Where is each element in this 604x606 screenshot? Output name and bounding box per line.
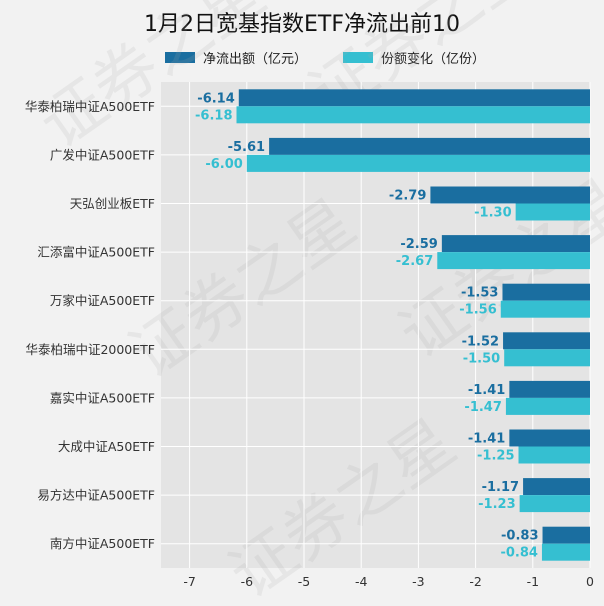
bar-series-2 — [518, 446, 590, 464]
data-label-series-2: -1.47 — [464, 400, 501, 415]
data-label-series-2: -1.56 — [459, 303, 496, 318]
category-label: 大成中证A50ETF — [58, 439, 155, 454]
bar-series-1 — [269, 137, 590, 155]
category-label: 华泰柏瑞中证2000ETF — [25, 342, 155, 357]
x-tick-label: -3 — [412, 574, 424, 589]
data-label-series-1: -1.41 — [468, 432, 505, 447]
data-label-series-2: -1.30 — [474, 206, 511, 221]
bar-series-2 — [500, 300, 590, 318]
data-label-series-1: -2.79 — [389, 189, 426, 204]
category-label: 南方中证A500ETF — [50, 536, 155, 551]
data-label-series-2: -0.84 — [500, 546, 537, 561]
x-tick-label: -7 — [183, 574, 195, 589]
data-label-series-1: -6.14 — [197, 91, 234, 106]
data-label-series-1: -5.61 — [228, 140, 265, 155]
data-label-series-2: -1.50 — [463, 351, 500, 366]
bar-series-2 — [437, 252, 590, 270]
data-label-series-1: -1.52 — [462, 334, 499, 349]
legend-label-series-1: 净流出额（亿元） — [203, 51, 308, 67]
data-label-series-2: -2.67 — [396, 254, 433, 269]
x-tick-label: -6 — [241, 574, 254, 589]
x-tick-label: -5 — [298, 574, 310, 589]
data-label-series-2: -1.23 — [478, 497, 515, 512]
bar-series-1 — [430, 186, 590, 204]
bar-series-2 — [504, 349, 590, 367]
category-label: 汇添富中证A500ETF — [37, 245, 155, 260]
chart-title: 1月2日宽基指数ETF净流出前10 — [144, 12, 460, 37]
bar-series-1 — [509, 429, 590, 447]
bar-series-1 — [503, 332, 590, 350]
data-label-series-1: -0.83 — [501, 529, 538, 544]
bar-series-1 — [542, 526, 590, 544]
category-label: 天弘创业板ETF — [70, 196, 155, 211]
data-label-series-2: -6.18 — [195, 108, 232, 123]
x-tick-label: -2 — [469, 574, 481, 589]
data-label-series-2: -6.00 — [205, 157, 242, 172]
legend: 净流出额（亿元） 份额变化（亿份） — [165, 48, 521, 67]
legend-item-series-2: 份额变化（亿份） — [343, 48, 485, 67]
data-label-series-2: -1.25 — [477, 449, 514, 464]
x-tick-label: 0 — [586, 574, 594, 589]
bar-series-2 — [515, 203, 590, 221]
bar-series-1 — [509, 380, 590, 398]
legend-item-series-1: 净流出额（亿元） — [165, 48, 307, 67]
category-label: 嘉实中证A500ETF — [50, 390, 155, 405]
bar-series-1 — [523, 478, 590, 496]
bar-series-1 — [441, 235, 590, 253]
category-label: 广发中证A500ETF — [50, 147, 155, 162]
data-label-series-1: -1.17 — [482, 480, 519, 495]
data-label-series-1: -2.59 — [400, 237, 437, 252]
data-label-series-1: -1.53 — [461, 286, 498, 301]
legend-swatch-series-2 — [343, 51, 374, 63]
bar-series-1 — [238, 89, 591, 107]
x-tick-label: -4 — [355, 574, 368, 589]
data-label-series-1: -1.41 — [468, 383, 505, 398]
bar-series-2 — [236, 106, 590, 124]
bar-series-2 — [541, 543, 590, 561]
x-tick-label: -1 — [527, 574, 539, 589]
bar-series-2 — [519, 495, 590, 513]
bar-series-2 — [505, 397, 590, 415]
bar-series-1 — [502, 283, 590, 301]
category-label: 万家中证A500ETF — [50, 293, 155, 308]
legend-swatch-series-1 — [165, 51, 195, 63]
bar-series-2 — [246, 154, 591, 172]
legend-label-series-2: 份额变化（亿份） — [381, 51, 486, 67]
category-label: 易方达中证A500ETF — [37, 488, 155, 503]
category-label: 华泰柏瑞中证A500ETF — [25, 99, 155, 114]
